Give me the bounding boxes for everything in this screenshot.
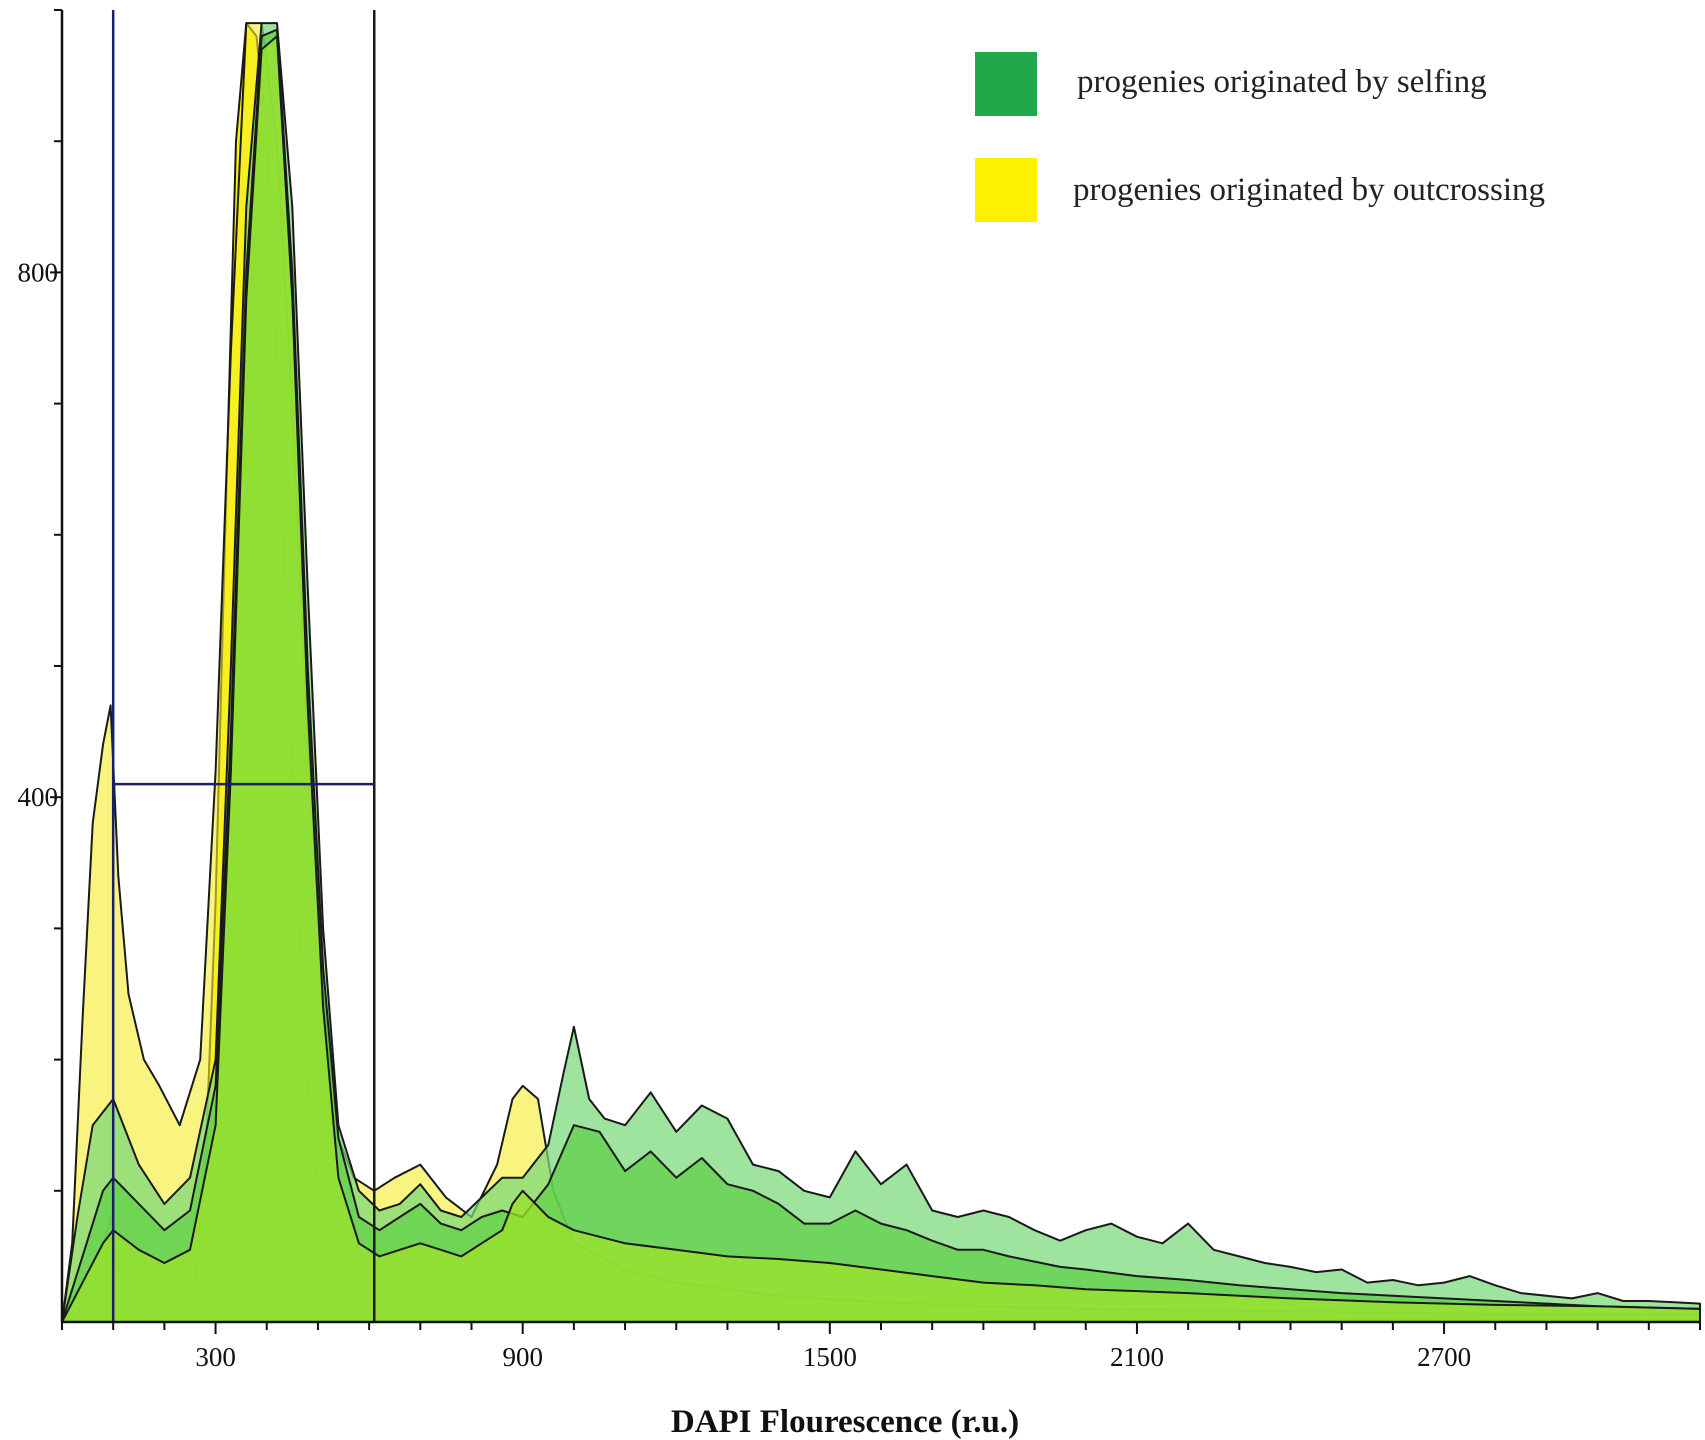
legend-swatch-1 [975, 52, 1037, 116]
legend-label-1: progenies originated by selfing [1077, 64, 1487, 100]
gate-layer [111, 10, 376, 1322]
x-tick-label: 1500 [803, 1342, 857, 1372]
y-tick-label: 800 [18, 257, 59, 287]
legend-swatch-2 [975, 158, 1037, 222]
series-layer [61, 22, 1701, 1323]
x-axis-label: DAPI Flourescence (r.u.) [671, 1404, 1019, 1440]
x-tick-label: 300 [195, 1342, 236, 1372]
legend: progenies originated by selfing progenies… [975, 52, 1545, 222]
legend-label-2: progenies originated by outcrossing [1073, 172, 1545, 208]
series-area-selfing-5 [61, 35, 1701, 1323]
x-tick-label: 900 [502, 1342, 543, 1372]
ticks-layer: 300 900 1500 2100 2700 400 800 [18, 9, 1701, 1372]
x-tick-label: 2100 [1110, 1342, 1164, 1372]
y-tick-label: 400 [18, 782, 59, 812]
x-tick-label: 2700 [1417, 1342, 1471, 1372]
